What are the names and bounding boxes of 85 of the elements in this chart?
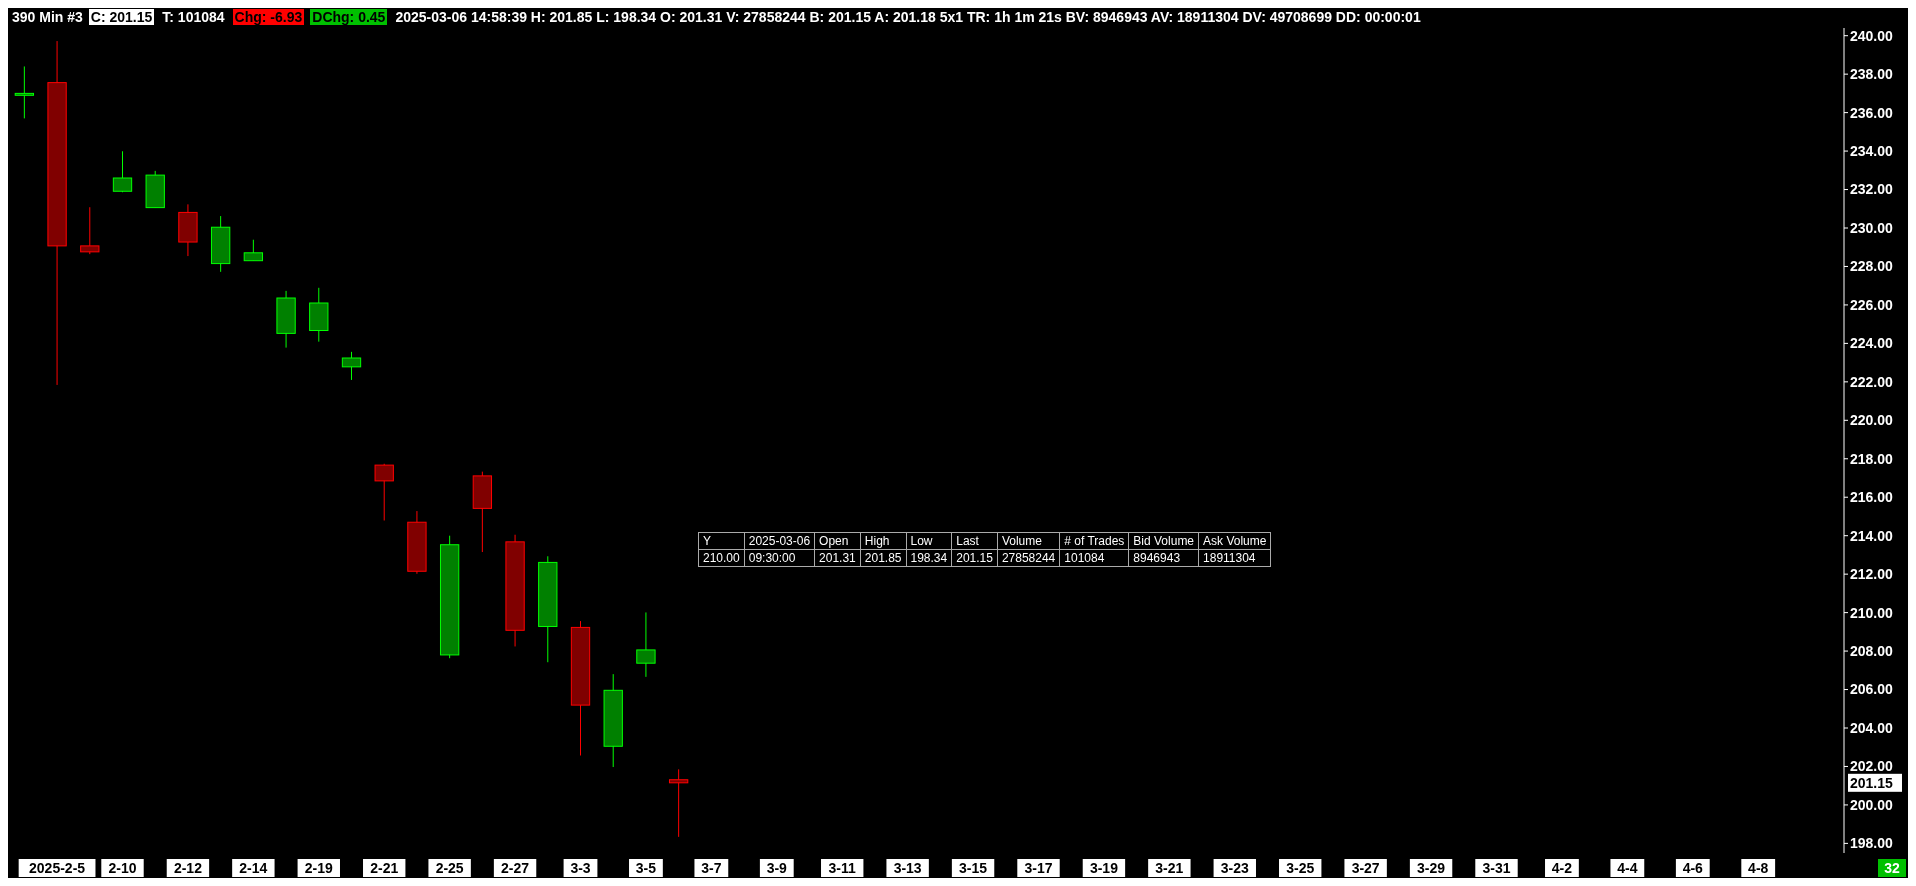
y-tick-label: 208.00 [1850, 642, 1894, 659]
annotation: 09:30:00 [744, 549, 815, 567]
y-tick-label: 238.00 [1850, 66, 1894, 83]
y-tick-label: 228.00 [1850, 258, 1894, 275]
candlestick [668, 768, 689, 838]
y-tick-label: 240.00 [1850, 27, 1894, 44]
y-tick-label: 220.00 [1850, 412, 1894, 429]
text: C: 201.15 [88, 9, 155, 25]
text: 201.15 [1850, 774, 1894, 791]
candlestick [341, 351, 362, 381]
y-tick-label: 214.00 [1850, 527, 1894, 544]
x-tick-label: 2-12 [173, 859, 203, 876]
x-tick-label: 3-5 [635, 859, 657, 876]
x-tick-label: 2-19 [304, 859, 333, 876]
annotation: 2025-03-06 [744, 532, 815, 550]
y-tick-label: 230.00 [1850, 219, 1894, 236]
y-tick-label: 224.00 [1850, 335, 1894, 352]
candlestick [636, 611, 656, 678]
text: DChg: 0.45 [310, 9, 388, 25]
annotation: 18911304 [1198, 549, 1271, 567]
y-tick-label: 200.00 [1850, 796, 1894, 813]
x-tick-label: 3-27 [1351, 859, 1380, 876]
x-tick-label: 3-29 [1417, 859, 1446, 876]
annotation: 201.15 [951, 549, 998, 567]
x-tick-label: 2025-2-5 [29, 859, 86, 876]
y-tick-label: 202.00 [1850, 758, 1894, 775]
y-tick-label: 236.00 [1850, 104, 1894, 121]
x-tick-label: 3-3 [570, 859, 591, 876]
y-tick-label: 234.00 [1850, 142, 1894, 159]
x-tick-label: 3-31 [1482, 859, 1511, 876]
y-tick-label: 204.00 [1850, 719, 1894, 736]
x-tick-label: 4-6 [1682, 859, 1704, 876]
x-tick-label: 3-13 [893, 859, 922, 876]
candlestick [374, 463, 394, 521]
x-tick-label: 3-15 [959, 859, 988, 876]
x-tick-label: 4-4 [1617, 859, 1638, 876]
x-tick-label: 2-25 [435, 859, 464, 876]
annotation: High [860, 532, 906, 550]
text: 2025-03-06 14:58:39 H: 201.85 L: 198.34 O: 201.31 V: 27858244 B: 201.15 A: 201.18 5x1 TR: 1h 1m 21s BV: 8946943 AV: 18911304 DV: 49708699 DD: 00:00:01 [394, 9, 1422, 25]
y-tick-label: 212.00 [1850, 566, 1894, 583]
candlestick [112, 150, 133, 193]
y-tick-label: 218.00 [1850, 450, 1894, 467]
text: T: 101084 [161, 9, 226, 25]
y-tick-label: 198.00 [1850, 835, 1894, 852]
y-tick-label: 232.00 [1850, 181, 1894, 198]
annotation: 27858244 [997, 549, 1060, 567]
x-tick-label: 3-11 [828, 859, 857, 876]
x-tick-label: 3-19 [1089, 859, 1119, 876]
annotation: Bid Volume [1128, 532, 1199, 550]
candlestick [243, 239, 264, 262]
y-tick-label: 216.00 [1850, 489, 1894, 506]
x-tick-label: 3-25 [1286, 859, 1315, 876]
x-tick-label: 4-2 [1551, 859, 1573, 876]
x-tick-label: 3-17 [1024, 859, 1053, 876]
x-tick-label: 3-21 [1155, 859, 1184, 876]
annotation: Low [906, 532, 952, 550]
x-tick-label: 3-23 [1220, 859, 1249, 876]
annotation: Last [951, 532, 998, 550]
y-tick-label: 226.00 [1850, 296, 1894, 313]
annotation: 201.31 [814, 549, 861, 567]
annotation: 8946943 [1128, 549, 1199, 567]
annotation: 201.85 [860, 549, 906, 567]
annotation: Ask Volume [1198, 532, 1271, 550]
annotation: Open [814, 532, 861, 550]
x-tick-label: 3-9 [766, 859, 788, 876]
x-tick-label: 4-8 [1748, 859, 1769, 876]
annotation: Volume [997, 532, 1060, 550]
annotation: Y [698, 532, 745, 550]
annotation: 210.00 [698, 549, 745, 567]
chart-title: 390 Min #3 [12, 9, 83, 25]
annotation: 198.34 [906, 549, 952, 567]
text: 32 [1884, 859, 1900, 876]
x-tick-label: 2-21 [370, 859, 399, 876]
x-tick-label: 2-27 [501, 859, 530, 876]
text: Chg: -6.93 [232, 9, 305, 25]
x-tick-label: 2-10 [108, 859, 137, 876]
y-tick-label: 206.00 [1850, 681, 1894, 698]
y-tick-label: 222.00 [1850, 373, 1894, 390]
x-tick-label: 3-7 [701, 859, 722, 876]
x-tick-label: 2-14 [239, 859, 268, 876]
annotation: 101084 [1059, 549, 1129, 567]
candlestick [14, 65, 35, 119]
y-tick-label: 210.00 [1850, 604, 1894, 621]
annotation: # of Trades [1059, 532, 1129, 550]
candlestick [80, 206, 100, 255]
